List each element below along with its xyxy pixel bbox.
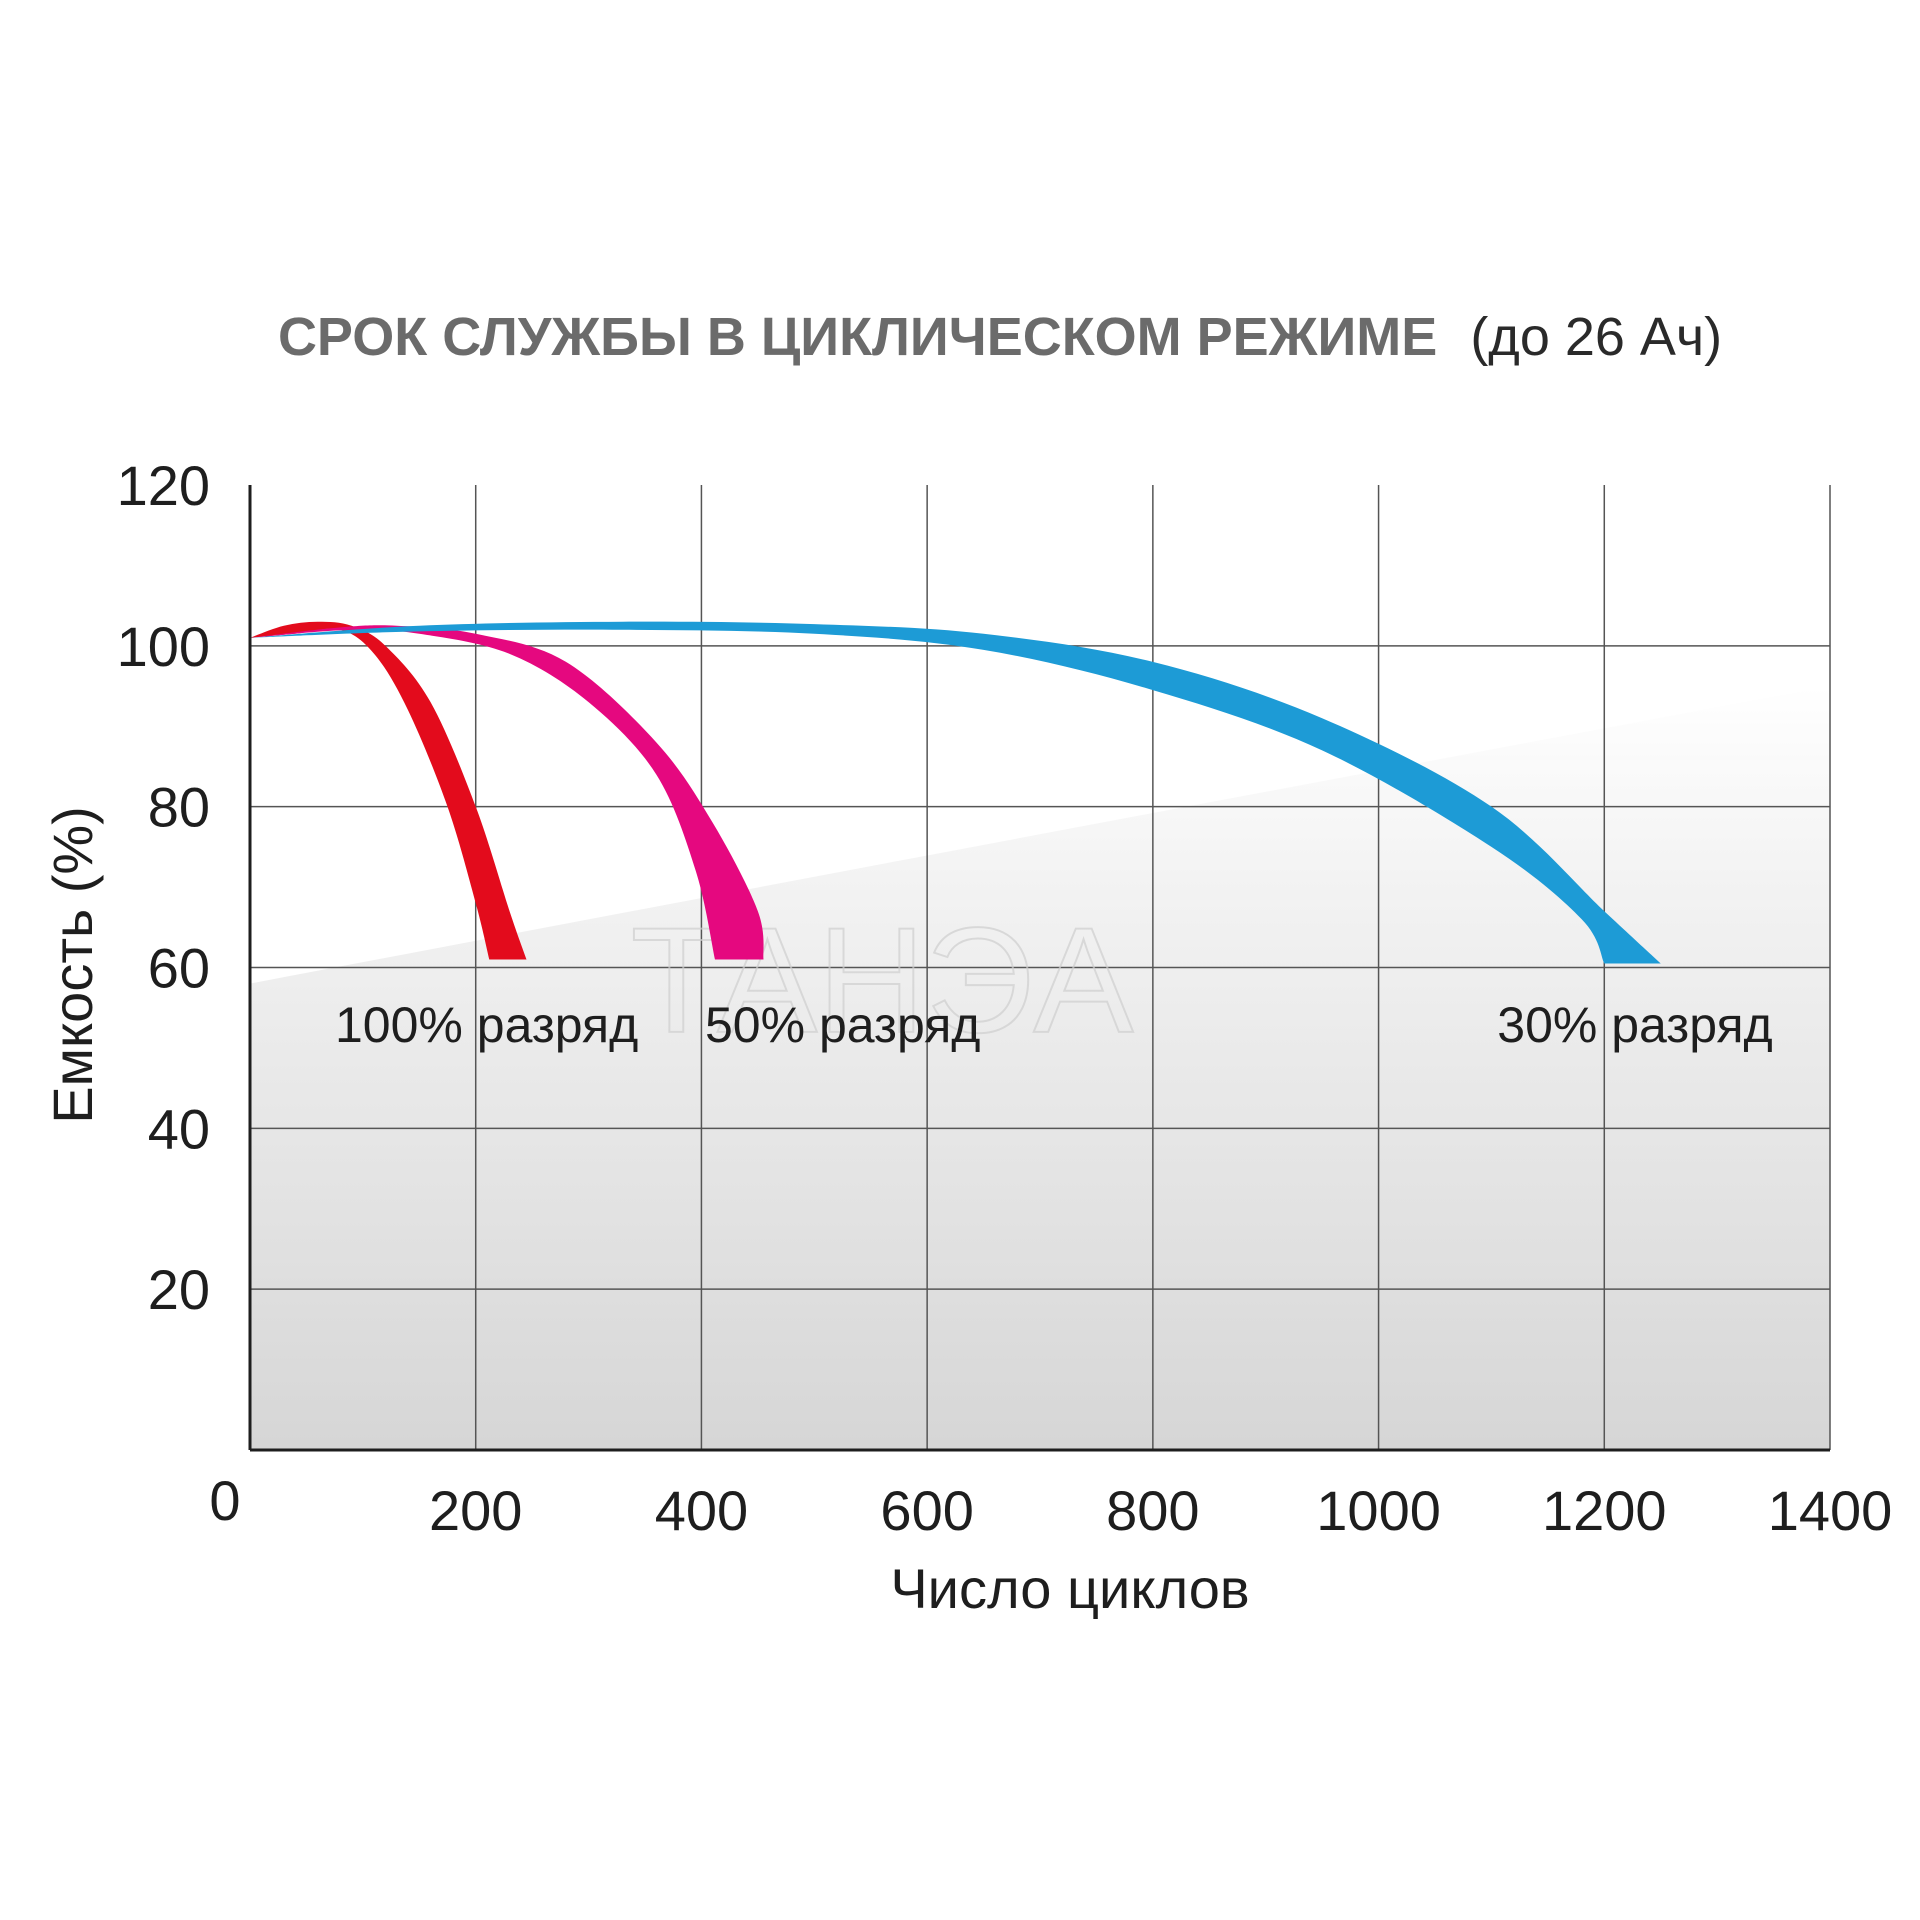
axes: [248, 485, 1830, 1452]
series-label-2: 50% разряд: [705, 997, 980, 1053]
x-tick-label: 1000: [1316, 1479, 1441, 1542]
series-labels: 100% разряд 50% разряд 30% разряд: [335, 997, 1773, 1053]
plot-background: [250, 686, 1830, 1450]
y-tick-label: 20: [148, 1258, 210, 1321]
chart-title: СРОК СЛУЖБЫ В ЦИКЛИЧЕСКОМ РЕЖИМЕ (до 26 …: [278, 307, 1722, 367]
series-band-2: [250, 625, 764, 960]
x-tick-label: 400: [655, 1479, 748, 1542]
x-tick-label: 1400: [1768, 1479, 1893, 1542]
x-tick-label: 1200: [1542, 1479, 1667, 1542]
y-tick-label: 80: [148, 776, 210, 839]
y-tick-label: 40: [148, 1097, 210, 1160]
series-band-1: [250, 621, 527, 960]
series-bands: [250, 621, 1661, 964]
series-label-1: 100% разряд: [335, 997, 638, 1053]
y-axis-label: Емкость (%): [41, 806, 104, 1124]
y-tick-label: 100: [117, 615, 210, 678]
y-tick-label: 120: [117, 454, 210, 517]
x-tick-label: 800: [1106, 1479, 1199, 1542]
y-tick-label: 60: [148, 937, 210, 1000]
x-axis-label: Число циклов: [890, 1557, 1249, 1620]
x-tick-labels: 0 200 400 600 800 1000 1200 1400: [209, 1469, 1892, 1542]
x-tick-label: 0: [209, 1469, 240, 1532]
y-tick-labels: 20 40 60 80 100 120: [117, 454, 210, 1321]
series-label-3: 30% разряд: [1497, 997, 1772, 1053]
x-tick-label: 600: [880, 1479, 973, 1542]
x-tick-label: 200: [429, 1479, 522, 1542]
